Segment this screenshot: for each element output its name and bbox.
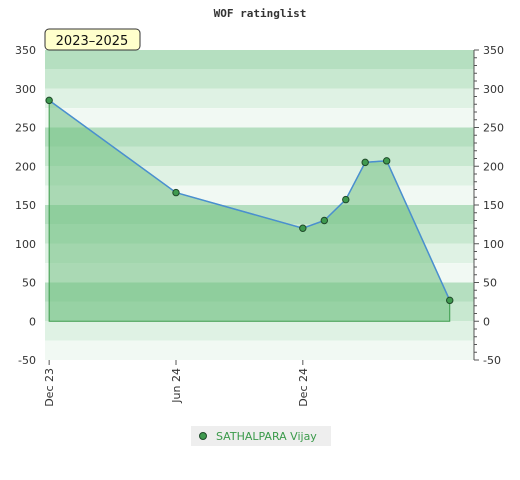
data-point <box>382 157 391 165</box>
y-tick-label-right: 200 <box>483 160 504 173</box>
background-band <box>45 127 474 147</box>
background-band <box>45 321 474 341</box>
chart-title: WOF ratinglist <box>214 7 307 20</box>
x-axis: Dec 23 Jun 24 Dec 24 <box>43 360 310 407</box>
legend: SATHALPARA Vijay <box>191 426 331 446</box>
y-tick-label-left: 350 <box>15 44 36 57</box>
data-point <box>172 188 180 197</box>
background-band <box>45 108 474 128</box>
data-point <box>361 158 369 167</box>
period-badge-label: 2023–2025 <box>56 34 129 49</box>
y-tick-label-right: 0 <box>483 315 490 328</box>
data-point <box>446 296 454 305</box>
y-tick-label-left: 200 <box>15 160 36 173</box>
y-tick-label-right: 100 <box>483 238 504 251</box>
background-band <box>45 88 474 109</box>
series-layer <box>45 96 454 322</box>
legend-box <box>191 426 331 446</box>
legend-marker <box>199 432 207 440</box>
background-band <box>45 340 474 360</box>
y-tick-label-left: 300 <box>15 83 36 96</box>
period-badge: 2023–2025 <box>44 28 141 51</box>
period-badge-box <box>44 28 141 51</box>
y-tick-label-left: 150 <box>15 199 36 212</box>
legend-series-label[interactable]: SATHALPARA Vijay <box>216 430 317 443</box>
y-tick-label-left: 0 <box>29 315 36 328</box>
data-point <box>299 224 307 232</box>
y-tick-label-left: 250 <box>15 122 36 135</box>
data-point <box>45 96 53 105</box>
y-axis-left: 350 300 250 200 150 100 50 0 -50 <box>15 44 36 367</box>
data-point <box>320 216 329 225</box>
data-point <box>342 195 350 204</box>
y-tick-label-left: 100 <box>15 238 36 251</box>
y-tick-label-right: -50 <box>483 354 501 367</box>
x-tick-label: Jun 24 <box>170 368 183 404</box>
y-axis-right: 350 300 250 200 150 100 50 0 -50 <box>473 44 504 367</box>
x-tick-label: Dec 23 <box>43 368 56 407</box>
y-tick-label-right: 150 <box>483 199 504 212</box>
x-tick-label: Dec 24 <box>297 368 310 407</box>
y-tick-label-right: 350 <box>483 44 504 57</box>
background-band <box>45 69 474 89</box>
y-tick-label-right: 250 <box>483 122 504 135</box>
background-band <box>45 50 474 70</box>
y-tick-label-left: -50 <box>18 354 36 367</box>
y-tick-label-right: 50 <box>483 277 497 290</box>
y-tick-label-right: 300 <box>483 83 504 96</box>
y-tick-label-left: 50 <box>22 277 36 290</box>
